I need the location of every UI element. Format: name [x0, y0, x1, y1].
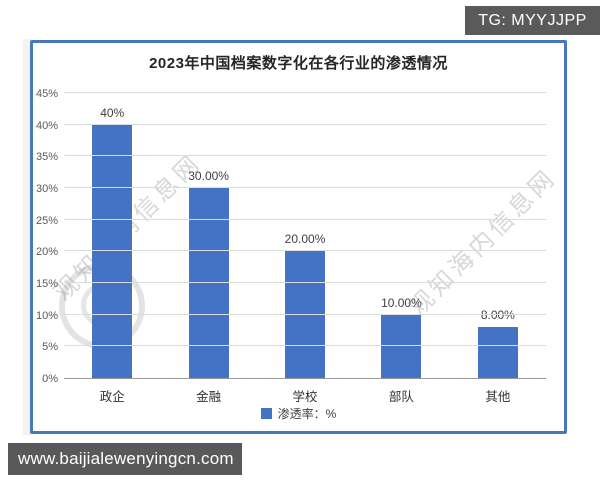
gridline: [64, 282, 546, 283]
tg-badge: TG: MYYJJPP: [465, 6, 600, 35]
y-tick-label: 25%: [35, 214, 58, 227]
y-tick-label: 45%: [35, 88, 58, 100]
y-tick-label: 40%: [35, 119, 58, 132]
bar-学校: [285, 251, 326, 378]
bar-slot: 40% 政企: [64, 93, 160, 404]
gridline: [64, 123, 546, 125]
url-badge: www.baijialewenyingcn.com: [8, 443, 242, 475]
bar-value-label: 8.00%: [480, 308, 515, 323]
bar-value-label: 20.00%: [284, 232, 326, 247]
gridline: [64, 218, 546, 220]
y-tick-label: 35%: [35, 151, 58, 164]
bar-slot: 8.00% 其他: [450, 93, 546, 404]
y-tick-label: 30%: [35, 183, 58, 195]
legend: 渗透率：%: [33, 405, 564, 422]
chart-title: 2023年中国档案数字化在各行业的渗透情况: [149, 55, 448, 72]
plot-area: 40% 政企 30.00% 金融 20.00% 学校 10.00% 部队 8.00% 其他: [64, 92, 546, 404]
y-tick-label: 15%: [35, 278, 58, 290]
bar-value-label: 10.00%: [381, 295, 422, 310]
x-axis-label: 学校: [292, 390, 318, 404]
legend-label: 渗透率：%: [277, 407, 337, 421]
gridline: [64, 313, 546, 315]
bar-slot: 20.00% 学校: [257, 93, 353, 404]
gridline: [64, 187, 546, 188]
bar-金融: [188, 188, 229, 378]
bar-slot: 10.00% 部队: [353, 93, 449, 404]
y-tick-label: 5%: [42, 341, 58, 354]
y-tick-label: 0%: [42, 373, 58, 385]
bar-value-label: 30.00%: [188, 169, 229, 184]
bar-chart: 2023年中国档案数字化在各行业的渗透情况 观知海内信息网 观知海内信息网 0%…: [30, 40, 567, 434]
x-axis-label: 金融: [196, 390, 222, 404]
page-edge-strip: [23, 39, 31, 435]
gridline: [64, 92, 546, 93]
x-axis-label: 其他: [485, 390, 511, 404]
x-axis-label: 政企: [99, 390, 125, 404]
legend-swatch-icon: [260, 408, 272, 419]
bar-value-label: 40%: [100, 105, 125, 120]
gridline: [64, 250, 546, 252]
y-axis: 0% 5% 10% 15% 20% 25% 30% 35% 40% 45%: [33, 88, 61, 385]
tg-badge-text: TG: MYYJJPP: [478, 11, 587, 29]
bar-slots: 40% 政企 30.00% 金融 20.00% 学校 10.00% 部队 8.00% 其他: [64, 93, 546, 404]
bar-其他: [477, 327, 518, 378]
bar-slot: 30.00% 金融: [160, 93, 256, 404]
y-tick-label: 20%: [35, 246, 58, 259]
x-axis-label: 部队: [388, 390, 414, 404]
y-tick-label: 10%: [35, 309, 58, 322]
gridline: [64, 155, 546, 157]
gridline: [64, 345, 546, 347]
url-badge-text: www.baijialewenyingcn.com: [18, 449, 234, 468]
